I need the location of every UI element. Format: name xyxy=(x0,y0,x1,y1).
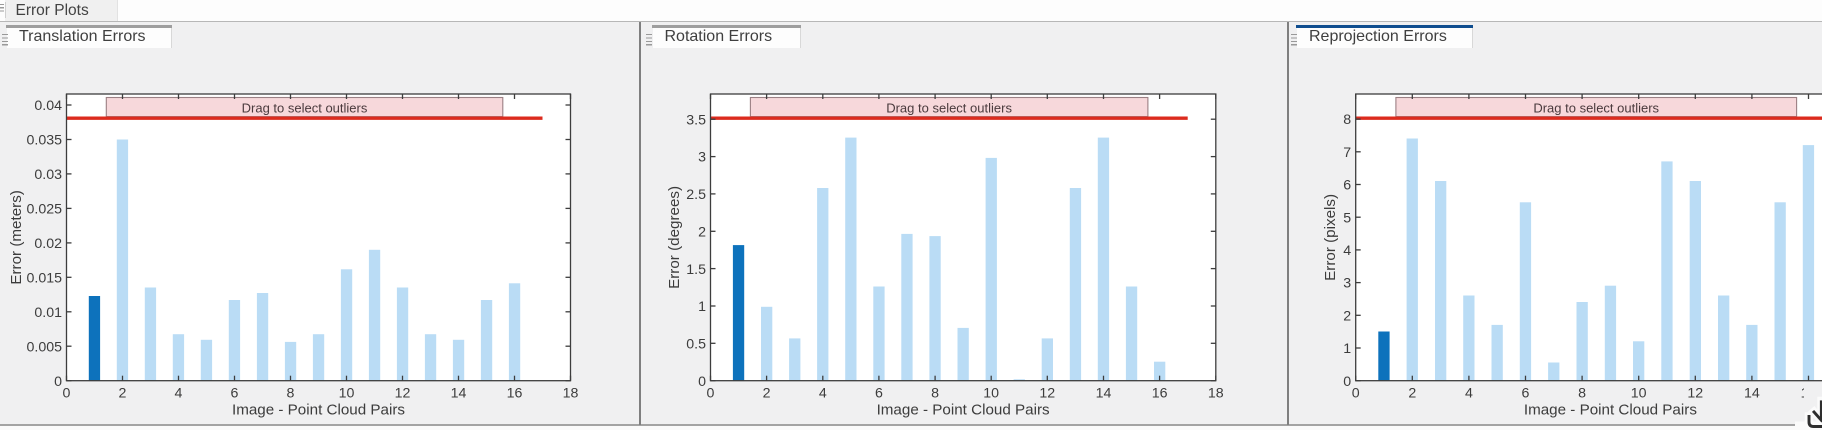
svg-text:16: 16 xyxy=(1152,386,1168,402)
svg-text:0.5: 0.5 xyxy=(686,336,706,352)
svg-text:0: 0 xyxy=(63,386,71,402)
svg-text:3: 3 xyxy=(698,150,706,166)
svg-text:6: 6 xyxy=(1343,178,1351,194)
svg-text:0.025: 0.025 xyxy=(26,202,62,218)
svg-text:Image - Point Cloud Pairs: Image - Point Cloud Pairs xyxy=(232,402,405,419)
svg-text:8: 8 xyxy=(931,386,939,402)
svg-text:3: 3 xyxy=(1343,276,1351,292)
svg-text:0.005: 0.005 xyxy=(26,339,62,355)
svg-text:6: 6 xyxy=(231,386,239,402)
svg-text:Image - Point Cloud Pairs: Image - Point Cloud Pairs xyxy=(1524,402,1697,419)
svg-text:14: 14 xyxy=(1744,386,1760,402)
svg-text:0: 0 xyxy=(707,386,715,402)
svg-text:Error (pixels): Error (pixels) xyxy=(1322,194,1339,281)
svg-text:12: 12 xyxy=(1687,386,1703,402)
svg-text:4: 4 xyxy=(819,386,827,402)
svg-text:0: 0 xyxy=(54,374,62,390)
svg-text:4: 4 xyxy=(1465,386,1473,402)
svg-text:0.035: 0.035 xyxy=(26,133,62,149)
svg-text:2.5: 2.5 xyxy=(686,187,706,203)
svg-text:14: 14 xyxy=(451,386,467,402)
svg-text:0.01: 0.01 xyxy=(34,305,62,321)
svg-text:Error (degrees): Error (degrees) xyxy=(666,186,683,289)
svg-text:1.5: 1.5 xyxy=(686,262,706,278)
svg-text:14: 14 xyxy=(1096,386,1112,402)
svg-text:2: 2 xyxy=(698,224,706,240)
svg-text:10: 10 xyxy=(983,386,999,402)
svg-text:Error (meters): Error (meters) xyxy=(8,190,25,285)
svg-text:10: 10 xyxy=(1631,386,1647,402)
svg-text:0: 0 xyxy=(1352,386,1360,402)
svg-text:18: 18 xyxy=(1208,386,1224,402)
svg-text:8: 8 xyxy=(1343,112,1351,128)
svg-text:2: 2 xyxy=(763,386,771,402)
svg-text:2: 2 xyxy=(1343,308,1351,324)
svg-text:0.015: 0.015 xyxy=(26,270,62,286)
svg-text:8: 8 xyxy=(1578,386,1586,402)
svg-text:5: 5 xyxy=(1343,210,1351,226)
svg-text:2: 2 xyxy=(1408,386,1416,402)
svg-text:7: 7 xyxy=(1343,145,1351,161)
svg-text:16: 16 xyxy=(507,386,523,402)
svg-text:6: 6 xyxy=(875,386,883,402)
svg-text:0: 0 xyxy=(698,374,706,390)
svg-text:Drag to select outliers: Drag to select outliers xyxy=(886,101,1012,116)
svg-text:10: 10 xyxy=(339,386,355,402)
svg-text:Drag to select outliers: Drag to select outliers xyxy=(1533,101,1659,116)
svg-text:1: 1 xyxy=(1343,341,1351,357)
svg-text:Drag to select outliers: Drag to select outliers xyxy=(242,101,368,116)
svg-text:0.03: 0.03 xyxy=(34,167,62,183)
svg-text:0.02: 0.02 xyxy=(34,236,62,252)
svg-text:12: 12 xyxy=(1039,386,1055,402)
svg-text:4: 4 xyxy=(1343,243,1351,259)
svg-text:18: 18 xyxy=(563,386,579,402)
svg-text:1: 1 xyxy=(698,299,706,315)
svg-text:4: 4 xyxy=(175,386,183,402)
svg-text:8: 8 xyxy=(287,386,295,402)
svg-text:0.04: 0.04 xyxy=(34,98,62,114)
svg-text:12: 12 xyxy=(395,386,411,402)
svg-text:0: 0 xyxy=(1343,374,1351,390)
svg-text:3.5: 3.5 xyxy=(686,112,706,128)
svg-text:6: 6 xyxy=(1522,386,1530,402)
svg-text:2: 2 xyxy=(119,386,127,402)
svg-text:Image - Point Cloud Pairs: Image - Point Cloud Pairs xyxy=(877,402,1050,419)
